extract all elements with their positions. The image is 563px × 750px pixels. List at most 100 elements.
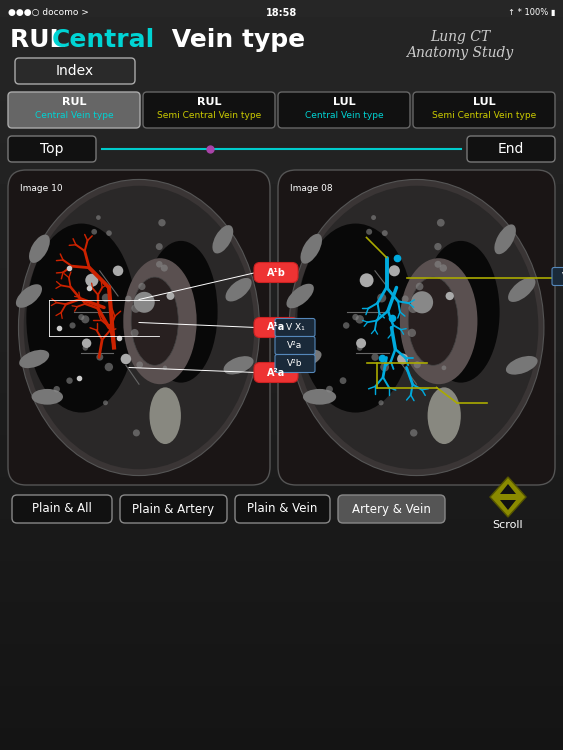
Ellipse shape xyxy=(494,224,516,254)
Ellipse shape xyxy=(24,186,254,470)
Ellipse shape xyxy=(301,234,322,264)
Circle shape xyxy=(409,304,418,313)
FancyBboxPatch shape xyxy=(254,317,298,338)
Circle shape xyxy=(163,365,167,370)
Circle shape xyxy=(380,362,389,371)
Circle shape xyxy=(355,315,364,323)
Text: Scroll: Scroll xyxy=(493,520,524,530)
Circle shape xyxy=(161,265,168,272)
Circle shape xyxy=(103,400,108,405)
Circle shape xyxy=(91,229,97,235)
Circle shape xyxy=(120,354,131,364)
Ellipse shape xyxy=(26,224,136,413)
Circle shape xyxy=(414,362,421,368)
Ellipse shape xyxy=(287,284,314,308)
Circle shape xyxy=(435,261,441,268)
Text: Index: Index xyxy=(56,64,94,78)
Text: RUL: RUL xyxy=(62,97,86,107)
Circle shape xyxy=(445,292,454,300)
Circle shape xyxy=(326,386,333,393)
Circle shape xyxy=(389,266,400,276)
FancyBboxPatch shape xyxy=(12,495,112,523)
Circle shape xyxy=(401,296,409,302)
Text: LUL: LUL xyxy=(473,97,495,107)
Ellipse shape xyxy=(123,258,196,384)
Ellipse shape xyxy=(422,241,499,382)
Ellipse shape xyxy=(16,284,42,308)
Ellipse shape xyxy=(289,179,544,476)
FancyBboxPatch shape xyxy=(413,92,555,128)
Circle shape xyxy=(441,365,446,370)
Circle shape xyxy=(416,283,423,290)
FancyBboxPatch shape xyxy=(278,170,555,485)
FancyBboxPatch shape xyxy=(8,136,96,162)
Text: Image 08: Image 08 xyxy=(290,184,333,193)
Circle shape xyxy=(156,261,163,268)
Text: Top: Top xyxy=(40,142,64,156)
Circle shape xyxy=(162,422,171,430)
FancyBboxPatch shape xyxy=(120,495,227,523)
Polygon shape xyxy=(490,477,526,517)
Circle shape xyxy=(102,294,110,302)
Text: Plain & All: Plain & All xyxy=(32,503,92,515)
Ellipse shape xyxy=(226,278,252,302)
Circle shape xyxy=(81,315,90,323)
Circle shape xyxy=(158,219,166,226)
Circle shape xyxy=(138,283,146,290)
Circle shape xyxy=(96,215,101,220)
Text: ↑ * 100% ▮: ↑ * 100% ▮ xyxy=(507,8,555,17)
Ellipse shape xyxy=(294,186,538,470)
Circle shape xyxy=(411,291,433,314)
Text: Image 10: Image 10 xyxy=(20,184,62,193)
FancyBboxPatch shape xyxy=(278,92,410,128)
Text: Artery & Vein: Artery & Vein xyxy=(352,503,431,515)
FancyBboxPatch shape xyxy=(338,495,445,523)
Circle shape xyxy=(131,304,140,313)
Circle shape xyxy=(434,243,441,250)
Ellipse shape xyxy=(400,258,477,384)
Text: Central Vein type: Central Vein type xyxy=(305,112,383,121)
FancyBboxPatch shape xyxy=(254,262,298,283)
FancyBboxPatch shape xyxy=(8,92,140,128)
Text: Semi Central Vein type: Semi Central Vein type xyxy=(157,112,261,121)
Circle shape xyxy=(356,338,366,348)
Ellipse shape xyxy=(19,350,49,368)
Circle shape xyxy=(53,386,60,392)
FancyBboxPatch shape xyxy=(275,337,315,355)
Text: V¹b: V¹b xyxy=(562,272,563,281)
FancyBboxPatch shape xyxy=(235,495,330,523)
Circle shape xyxy=(343,322,350,328)
Circle shape xyxy=(366,229,372,235)
Circle shape xyxy=(339,377,346,384)
Ellipse shape xyxy=(32,389,63,405)
Text: ●●●○ docomo >: ●●●○ docomo > xyxy=(8,8,89,17)
Circle shape xyxy=(113,266,123,276)
Circle shape xyxy=(96,354,103,361)
Circle shape xyxy=(78,314,84,320)
Polygon shape xyxy=(500,500,516,510)
Text: 18:58: 18:58 xyxy=(266,8,297,18)
Ellipse shape xyxy=(427,387,461,444)
Circle shape xyxy=(440,264,447,272)
Text: Central: Central xyxy=(52,28,155,52)
FancyBboxPatch shape xyxy=(254,362,298,382)
Circle shape xyxy=(66,377,73,384)
Ellipse shape xyxy=(303,389,336,405)
Circle shape xyxy=(408,328,416,337)
Text: A¹b: A¹b xyxy=(266,268,285,278)
Circle shape xyxy=(441,421,450,430)
Circle shape xyxy=(82,338,91,348)
Text: A²a: A²a xyxy=(267,368,285,377)
Circle shape xyxy=(125,296,132,302)
Circle shape xyxy=(105,363,113,371)
FancyBboxPatch shape xyxy=(8,170,270,485)
FancyBboxPatch shape xyxy=(15,58,135,84)
Ellipse shape xyxy=(150,387,181,444)
Circle shape xyxy=(352,314,359,320)
Ellipse shape xyxy=(290,350,321,368)
Ellipse shape xyxy=(506,356,538,375)
Circle shape xyxy=(133,430,140,436)
Circle shape xyxy=(378,400,383,405)
Text: RUL: RUL xyxy=(10,28,74,52)
Text: Plain & Vein: Plain & Vein xyxy=(247,503,318,515)
